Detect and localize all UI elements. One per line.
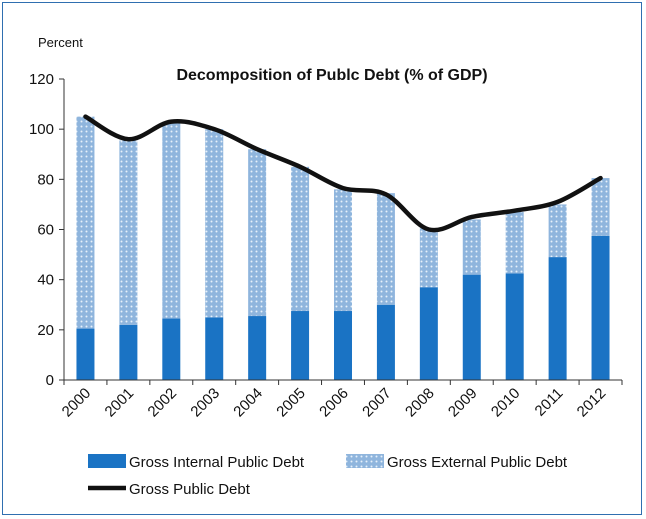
bar-external-2006 (334, 189, 352, 312)
y-tick-label: 80 (37, 171, 54, 188)
y-tick-label: 40 (37, 272, 54, 289)
x-tick-label: 2006 (316, 385, 352, 421)
x-axis: 2000 2001 2002 2003 2004 2005 2006 2007 2008 2009… (59, 379, 623, 421)
bar-external-2003 (205, 129, 224, 318)
x-tick-label: 2000 (59, 385, 95, 421)
x-tick-label: 2011 (532, 385, 567, 420)
y-axis: 0 20 40 60 80 100 120 (29, 71, 65, 389)
y-tick-label: 0 (46, 372, 54, 389)
total-line (83, 114, 603, 233)
x-tick-label: 2012 (574, 385, 610, 421)
bar-external-2004 (248, 149, 267, 317)
x-tick-label: 2003 (187, 385, 223, 421)
legend-label-internal: Gross Internal Public Debt (129, 454, 305, 471)
bar-external-2001 (119, 140, 138, 325)
bar-internal-2003 (205, 317, 224, 380)
bars (76, 116, 610, 380)
legend-swatch-internal (88, 454, 126, 468)
bar-internal-2007 (376, 304, 395, 380)
x-tick-label: 2001 (102, 385, 138, 421)
legend-label-total: Gross Public Debt (129, 481, 251, 498)
bar-external-2000 (76, 116, 95, 329)
bar-internal-2009 (462, 274, 481, 380)
bar-external-2007 (376, 193, 395, 305)
legend-swatch-external (346, 454, 384, 468)
bar-internal-2008 (419, 287, 438, 380)
bar-internal-2004 (248, 316, 267, 380)
x-tick-label: 2010 (488, 385, 524, 421)
bar-external-2002 (162, 121, 181, 319)
bar-external-2011 (548, 204, 567, 258)
x-tick-label: 2004 (230, 385, 266, 421)
bar-external-2008 (419, 228, 438, 288)
y-axis-label: Percent (38, 35, 83, 50)
chart-title: Decomposition of Publc Debt (% of GDP) (176, 67, 487, 84)
bar-internal-2002 (162, 318, 181, 380)
chart-frame (2, 2, 642, 515)
legend-label-external: Gross External Public Debt (387, 454, 568, 471)
x-tick-label: 2005 (273, 385, 309, 421)
bar-internal-2000 (76, 328, 95, 380)
x-tick-label: 2009 (445, 385, 481, 421)
bar-internal-2011 (548, 257, 567, 380)
bar-external-2005 (291, 166, 310, 312)
bar-external-2012 (591, 178, 610, 236)
y-tick-label: 100 (29, 121, 54, 138)
x-tick-label: 2008 (402, 385, 438, 421)
bar-internal-2005 (291, 311, 310, 380)
y-tick-label: 20 (37, 322, 54, 339)
bar-internal-2001 (119, 324, 138, 380)
bar-internal-2012 (591, 235, 610, 380)
bar-external-2010 (505, 211, 524, 274)
x-tick-label: 2002 (145, 385, 181, 421)
x-tick-label: 2007 (359, 385, 395, 421)
y-tick-label: 120 (29, 71, 54, 88)
legend: Gross Internal Public Debt Gross External… (88, 454, 568, 498)
bar-internal-2006 (334, 311, 352, 380)
y-tick-label: 60 (37, 222, 54, 239)
bar-external-2009 (462, 219, 481, 275)
bar-internal-2010 (505, 273, 524, 380)
series-line-gross-public-debt (83, 114, 603, 233)
